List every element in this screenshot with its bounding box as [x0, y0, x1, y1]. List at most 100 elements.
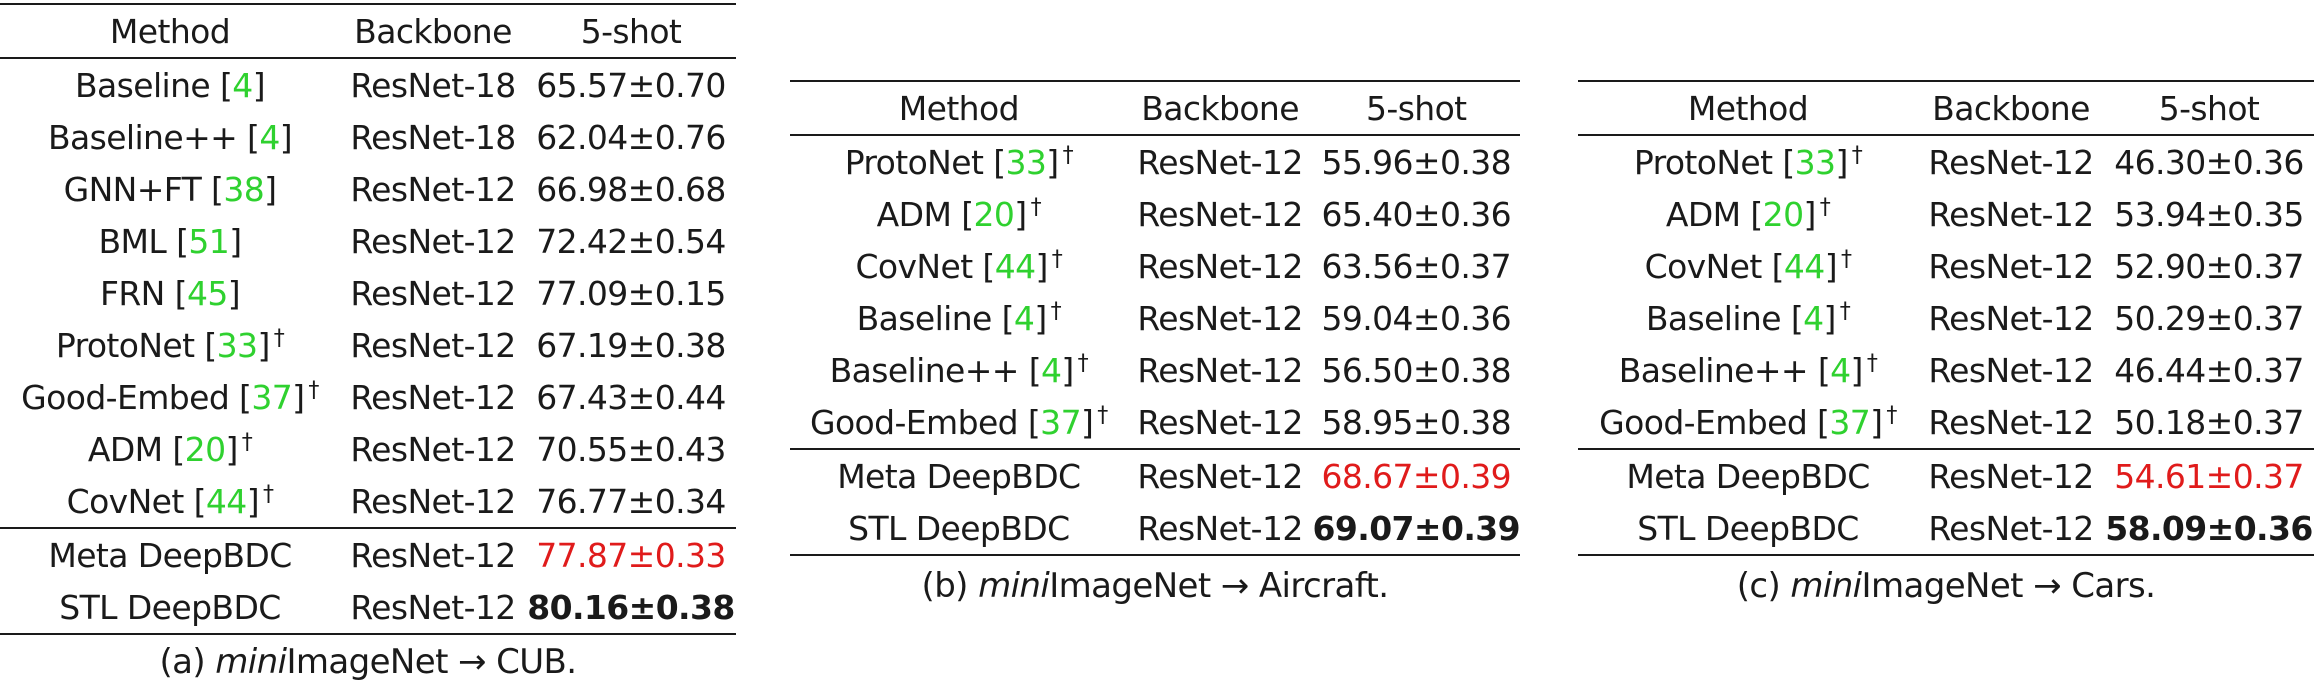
citation-link[interactable]: 4	[1830, 350, 1851, 390]
method-cell: Baseline [4] †	[1578, 292, 1918, 344]
citation-link[interactable]: 33	[1005, 142, 1047, 182]
score-cell: 77.09±0.15	[536, 273, 726, 313]
backbone-cell: ResNet-12	[350, 221, 516, 261]
method-cell: Baseline++ [4] †	[1578, 344, 1918, 396]
method-cell: Baseline [4]	[0, 58, 340, 111]
citation-bracket: ]	[1034, 298, 1047, 338]
dagger-mark: †	[1062, 142, 1074, 168]
citation-link[interactable]: 51	[188, 221, 230, 261]
citation-link[interactable]: 4	[232, 65, 253, 105]
table-row: Good-Embed [37] † ResNet-12 58.95±0.38	[790, 396, 1520, 449]
citation-bracket: ]	[279, 117, 293, 157]
citation-link[interactable]: 44	[994, 246, 1036, 286]
table-row: Baseline [4] † ResNet-12 50.29±0.37	[1578, 292, 2314, 344]
dagger-mark: †	[262, 481, 274, 507]
table-row: Baseline++ [4] † ResNet-12 56.50±0.38	[790, 344, 1520, 396]
citation-link[interactable]: 4	[1013, 298, 1035, 338]
method-cell: Meta DeepBDC	[0, 527, 340, 581]
method-cell: Good-Embed [37] †	[1578, 396, 1918, 449]
dagger-mark: †	[1077, 350, 1089, 376]
dagger-mark: †	[1819, 194, 1831, 220]
table-row: CovNet [44] † ResNet-12 63.56±0.37	[790, 240, 1520, 292]
table-row: ProtoNet [33] † ResNet-12 55.96±0.38	[790, 135, 1520, 188]
table-body: Baseline [4] ResNet-18 65.57±0.70 Baseline+…	[0, 58, 736, 635]
method-name: Baseline++ [	[1618, 350, 1831, 390]
table-row: STL DeepBDC ResNet-12 58.09±0.36	[1578, 502, 2314, 556]
backbone-cell: ResNet-12	[1137, 194, 1303, 234]
table-row: Baseline++ [4] † ResNet-12 46.44±0.37	[1578, 344, 2314, 396]
backbone-cell: ResNet-18	[350, 65, 516, 105]
backbone-cell: ResNet-12	[1127, 502, 1313, 556]
score-cell: 62.04±0.76	[536, 117, 726, 157]
citation-link[interactable]: 20	[973, 194, 1015, 234]
dagger-mark: †	[1866, 350, 1878, 376]
method-name: STL DeepBDC	[59, 587, 281, 627]
table-row: Meta DeepBDC ResNet-12 54.61±0.37	[1578, 448, 2314, 502]
citation-link[interactable]: 45	[186, 273, 228, 313]
method-name: ProtoNet [	[1633, 142, 1795, 182]
table-row: Baseline [4] ResNet-18 65.57±0.70	[0, 58, 736, 111]
method-name: STL DeepBDC	[1637, 508, 1859, 548]
dagger-mark: †	[241, 429, 253, 455]
backbone-cell: ResNet-12	[1127, 448, 1313, 502]
backbone-cell: ResNet-12	[1928, 402, 2094, 442]
citation-bracket: ]	[1803, 194, 1816, 234]
dagger-mark: †	[1030, 194, 1042, 220]
citation-link[interactable]: 33	[1794, 142, 1836, 182]
citation-bracket: ]	[1823, 298, 1837, 338]
score-cell: 67.19±0.38	[536, 325, 726, 365]
method-cell: Meta DeepBDC	[1578, 448, 1918, 502]
table-row: ADM [20] † ResNet-12 53.94±0.35	[1578, 188, 2314, 240]
method-cell: CovNet [44] †	[0, 475, 340, 528]
score-cell: 50.18±0.37	[2114, 402, 2304, 442]
citation-link[interactable]: 20	[1762, 194, 1804, 234]
score-cell: 65.57±0.70	[536, 65, 726, 105]
method-cell: ADM [20] †	[1578, 188, 1918, 240]
backbone-cell: ResNet-12	[350, 377, 516, 417]
method-cell: CovNet [44] †	[1578, 240, 1918, 292]
citation-bracket: ]	[1850, 350, 1864, 390]
table-row: ProtoNet [33] † ResNet-12 67.19±0.38	[0, 319, 736, 371]
header-5-shot: 5-shot	[1312, 80, 1520, 136]
citation-bracket: ]	[246, 481, 260, 521]
table-row: STL DeepBDC ResNet-12 80.16±0.38	[0, 581, 736, 635]
citation-bracket: ]	[229, 221, 242, 261]
backbone-cell: ResNet-12	[350, 481, 516, 521]
citation-link[interactable]: 4	[259, 117, 280, 157]
citation-link[interactable]: 44	[1783, 246, 1825, 286]
backbone-cell: ResNet-12	[1137, 402, 1303, 442]
dagger-mark: †	[308, 377, 319, 403]
method-name: Baseline [	[75, 65, 233, 105]
citation-link[interactable]: 37	[1040, 402, 1081, 442]
score-cell: 69.07±0.39	[1312, 502, 1521, 556]
citation-link[interactable]: 33	[216, 325, 258, 365]
method-name: Baseline++ [	[829, 350, 1042, 390]
citation-link[interactable]: 4	[1803, 298, 1824, 338]
table-row: Good-Embed [37] † ResNet-12 67.43±0.44	[0, 371, 736, 423]
method-name: FRN [	[99, 273, 188, 313]
score-cell: 50.29±0.37	[2114, 298, 2304, 338]
header-row: Method Backbone 5-shot	[790, 80, 1520, 136]
method-name: ProtoNet [	[55, 325, 217, 365]
backbone-cell: ResNet-12	[1918, 448, 2104, 502]
citation-bracket: ]	[225, 429, 238, 469]
method-name: CovNet [	[66, 481, 207, 521]
table-row: CovNet [44] † ResNet-12 52.90±0.37	[1578, 240, 2314, 292]
citation-link[interactable]: 44	[205, 481, 247, 521]
citation-bracket: ]	[227, 273, 241, 313]
backbone-cell: ResNet-12	[1918, 502, 2104, 556]
citation-link[interactable]: 37	[1829, 402, 1871, 442]
backbone-cell: ResNet-12	[350, 325, 516, 365]
citation-link[interactable]: 38	[223, 169, 265, 209]
table-row: FRN [45] ResNet-12 77.09±0.15	[0, 267, 736, 319]
dagger-mark: †	[1840, 246, 1852, 272]
method-cell: ProtoNet [33] †	[1578, 135, 1918, 188]
citation-link[interactable]: 37	[251, 377, 293, 417]
citation-link[interactable]: 4	[1040, 350, 1062, 390]
score-cell: 67.43±0.44	[536, 377, 726, 417]
citation-link[interactable]: 20	[184, 429, 226, 469]
method-name: BML [	[98, 221, 189, 261]
table-panel-c: Method Backbone 5-shot ProtoNet [33] † Res…	[1578, 80, 2314, 556]
method-cell: FRN [45]	[0, 267, 340, 319]
table-row: CovNet [44] † ResNet-12 76.77±0.34	[0, 475, 736, 528]
